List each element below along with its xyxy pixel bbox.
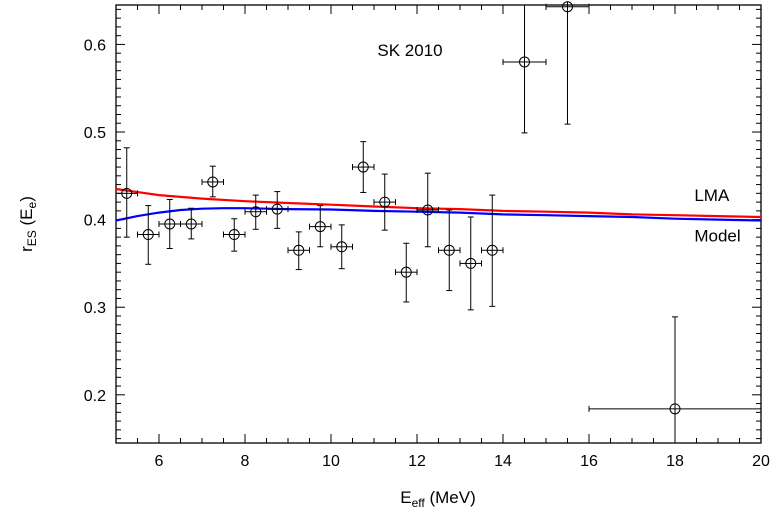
data-point — [115, 147, 138, 238]
data-point — [309, 205, 332, 248]
data-point — [545, 1, 590, 125]
x-tick-label: 16 — [580, 453, 598, 470]
series-line-model — [115, 207, 762, 222]
data-point — [330, 224, 353, 270]
x-tick-label: 14 — [494, 453, 512, 470]
data-point — [137, 205, 160, 265]
x-tick-label: 8 — [241, 453, 250, 470]
data-point — [588, 316, 762, 443]
data-point — [481, 194, 504, 307]
x-tick-label: 20 — [752, 453, 770, 470]
y-axis-title: rES (Ee) — [17, 196, 39, 252]
y-tick-label: 0.2 — [84, 388, 106, 405]
data-point — [158, 198, 181, 250]
data-point — [352, 141, 375, 193]
data-point — [438, 209, 461, 292]
data-point — [180, 207, 203, 240]
data-point — [416, 172, 439, 248]
data-points — [115, 1, 762, 443]
x-axis: 6 8 10 12 14 16 18 20 — [115, 5, 770, 470]
data-point — [395, 242, 418, 303]
y-tick-label: 0.3 — [84, 300, 106, 317]
data-point — [459, 216, 482, 311]
data-point — [223, 218, 246, 252]
x-tick-label: 12 — [408, 453, 426, 470]
data-point — [266, 191, 289, 229]
annotation-lma: LMA — [694, 186, 730, 205]
chart-title: SK 2010 — [377, 41, 442, 60]
x-tick-label: 10 — [322, 453, 340, 470]
x-axis-title: Eeff (MeV) — [400, 488, 475, 510]
data-point — [201, 165, 224, 198]
plot-frame — [115, 4, 762, 444]
annotation-model: Model — [694, 226, 740, 245]
y-axis: 0.2 0.3 0.4 0.5 0.6 — [84, 8, 761, 440]
y-tick-label: 0.5 — [84, 125, 106, 142]
y-tick-label: 0.4 — [84, 213, 106, 230]
y-tick-label: 0.6 — [84, 37, 106, 54]
data-point — [287, 231, 310, 271]
data-point — [373, 173, 396, 231]
x-tick-label: 6 — [155, 453, 164, 470]
data-point — [502, 5, 547, 134]
x-tick-label: 18 — [666, 453, 684, 470]
data-point — [244, 194, 267, 230]
